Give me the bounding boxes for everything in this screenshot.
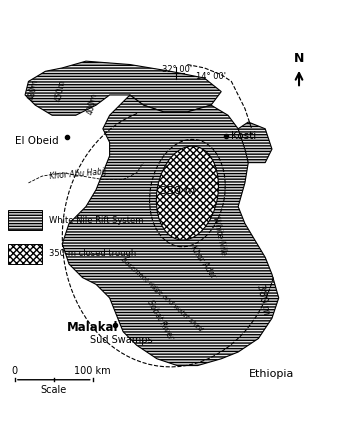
Text: Sud Swamps: Sud Swamps — [90, 335, 153, 345]
Polygon shape — [25, 61, 221, 115]
Ellipse shape — [156, 146, 219, 240]
Text: White Nile Rift System: White Nile Rift System — [49, 215, 143, 225]
Text: N: N — [294, 51, 304, 64]
Text: 400m: 400m — [85, 92, 99, 115]
Polygon shape — [62, 95, 279, 366]
Text: Basement ridge and water shed: Basement ridge and water shed — [120, 257, 204, 333]
Text: 450m: 450m — [54, 79, 67, 102]
Text: Sobat River: Sobat River — [145, 299, 175, 341]
Text: 14° 00': 14° 00' — [196, 72, 226, 81]
FancyBboxPatch shape — [8, 244, 42, 264]
Text: 32° 00': 32° 00' — [162, 65, 192, 74]
Text: Ethiopia: Ethiopia — [249, 369, 295, 379]
Text: 0: 0 — [12, 366, 18, 375]
Text: 100 km: 100 km — [74, 366, 111, 375]
Text: 380 m: 380 m — [255, 283, 272, 316]
Text: Kosti: Kosti — [232, 131, 257, 140]
Polygon shape — [238, 122, 272, 163]
Text: 350-m closed trough: 350-m closed trough — [49, 249, 136, 258]
Text: 350 m: 350 m — [160, 186, 195, 196]
Text: El Obeid: El Obeid — [15, 135, 59, 146]
Text: White Nile: White Nile — [211, 215, 228, 256]
FancyBboxPatch shape — [8, 210, 42, 230]
Text: Malakal: Malakal — [67, 321, 118, 334]
Text: Scale: Scale — [41, 385, 67, 395]
Text: 480m: 480m — [27, 78, 40, 101]
Text: Khor Ador: Khor Ador — [188, 245, 217, 280]
Text: Khor Abu Habij: Khor Abu Habij — [49, 167, 106, 181]
